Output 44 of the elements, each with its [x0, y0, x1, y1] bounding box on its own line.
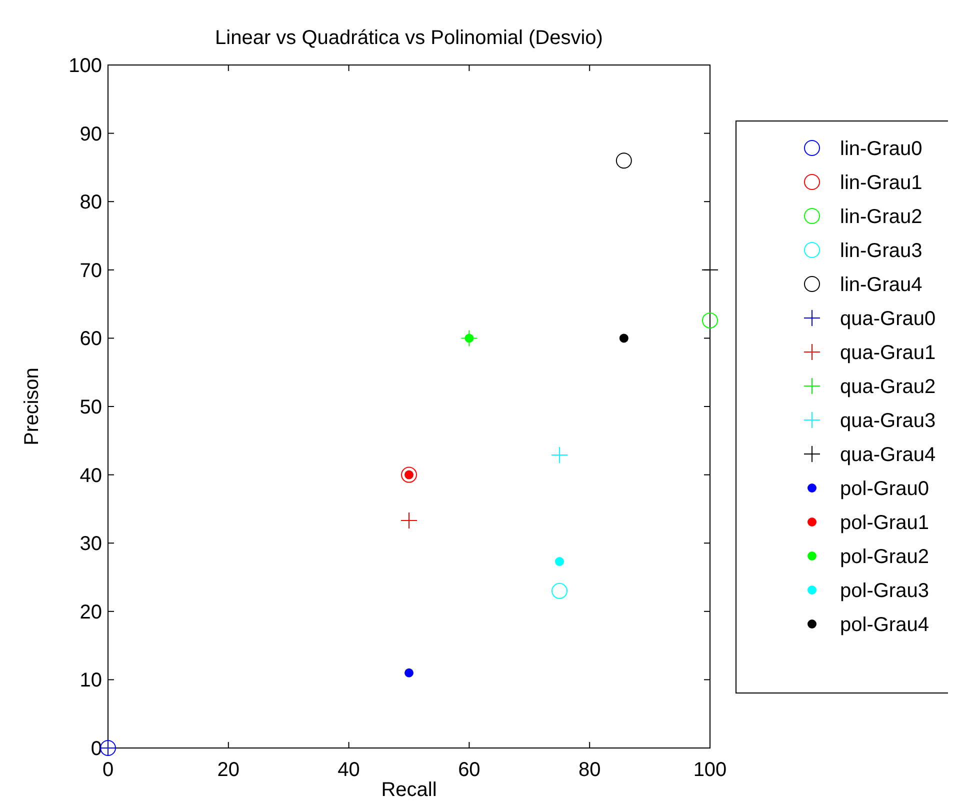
- x-tick-label: 100: [693, 759, 727, 781]
- legend-label: lin-Grau4: [840, 274, 922, 296]
- x-axis-title: Recall: [381, 779, 437, 801]
- chart-title: Linear vs Quadrática vs Polinomial (Desvio): [215, 27, 603, 49]
- legend-label: lin-Grau1: [840, 172, 922, 194]
- y-tick-label: 80: [80, 192, 102, 214]
- point: [619, 334, 628, 343]
- y-tick-label: 100: [68, 55, 102, 77]
- point: [702, 312, 718, 328]
- y-tick-label: 70: [80, 260, 102, 282]
- y-tick-label: 20: [80, 601, 102, 624]
- x-tick-label: 60: [458, 759, 480, 781]
- point: [616, 152, 632, 169]
- x-tick-label: 40: [338, 759, 360, 781]
- y-tick-label: 30: [80, 533, 102, 556]
- y-tick-label: 40: [80, 464, 102, 487]
- y-tick-label: 50: [80, 396, 102, 418]
- legend-label: lin-Grau0: [840, 138, 922, 160]
- legend-label: pol-Grau0: [840, 478, 929, 500]
- point: [400, 512, 418, 530]
- legend-label: pol-Grau4: [840, 614, 929, 636]
- point: [401, 466, 417, 483]
- legend-label: qua-Grau0: [840, 308, 936, 330]
- legend-label: pol-Grau1: [840, 512, 929, 534]
- legend-label: lin-Grau2: [840, 206, 922, 228]
- legend-label: qua-Grau2: [840, 376, 936, 398]
- legend-label: pol-Grau2: [840, 546, 929, 568]
- x-tick-label: 20: [217, 759, 240, 781]
- y-tick-label: 90: [80, 123, 102, 146]
- y-tick-label: 10: [80, 670, 102, 692]
- y-axis-title: Precison: [21, 368, 43, 446]
- legend-label: pol-Grau3: [840, 580, 929, 602]
- point: [464, 334, 474, 343]
- x-tick-label: 80: [578, 759, 601, 781]
- legend-label: qua-Grau1: [840, 342, 936, 364]
- legend-label: qua-Grau3: [840, 410, 936, 432]
- point: [555, 557, 564, 566]
- point: [552, 582, 568, 599]
- point: [404, 668, 414, 678]
- legend-label: qua-Grau4: [840, 444, 936, 466]
- y-tick-label: 60: [80, 328, 102, 350]
- legend-label: lin-Grau3: [840, 240, 922, 262]
- point: [551, 446, 568, 464]
- point: [460, 330, 478, 347]
